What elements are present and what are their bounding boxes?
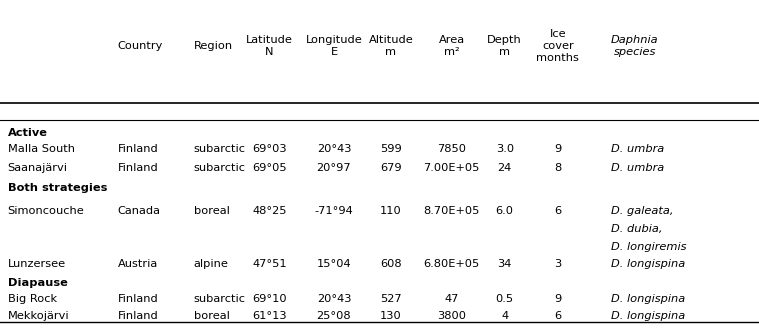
- Text: 8.70E+05: 8.70E+05: [424, 206, 480, 215]
- Text: 48°25: 48°25: [252, 206, 287, 215]
- Text: 130: 130: [380, 311, 402, 320]
- Text: Finland: Finland: [118, 311, 159, 320]
- Text: 69°10: 69°10: [252, 294, 287, 304]
- Text: 20°97: 20°97: [317, 163, 351, 173]
- Text: 34: 34: [498, 259, 512, 269]
- Text: 6.80E+05: 6.80E+05: [424, 259, 480, 269]
- Text: Active: Active: [8, 128, 48, 138]
- Text: Lunzersee: Lunzersee: [8, 259, 66, 269]
- Text: Area
m²: Area m²: [439, 35, 465, 57]
- Text: 20°43: 20°43: [317, 144, 351, 154]
- Text: Country: Country: [118, 41, 163, 51]
- Text: 7850: 7850: [437, 144, 466, 154]
- Text: Latitude
N: Latitude N: [246, 35, 293, 57]
- Text: Diapause: Diapause: [8, 278, 68, 288]
- Text: alpine: alpine: [194, 259, 228, 269]
- Text: 47°51: 47°51: [252, 259, 287, 269]
- Text: 15°04: 15°04: [317, 259, 351, 269]
- Text: 25°08: 25°08: [317, 311, 351, 320]
- Text: subarctic: subarctic: [194, 163, 246, 173]
- Text: Finland: Finland: [118, 294, 159, 304]
- Text: D. longispina: D. longispina: [611, 311, 685, 320]
- Text: 6.0: 6.0: [496, 206, 514, 215]
- Text: 599: 599: [380, 144, 402, 154]
- Text: Ice
cover
months: Ice cover months: [537, 29, 579, 63]
- Text: 7.00E+05: 7.00E+05: [424, 163, 480, 173]
- Text: 24: 24: [498, 163, 512, 173]
- Text: Canada: Canada: [118, 206, 161, 215]
- Text: 6: 6: [554, 206, 562, 215]
- Text: 3.0: 3.0: [496, 144, 514, 154]
- Text: Altitude
m: Altitude m: [369, 35, 413, 57]
- Text: 4: 4: [501, 311, 509, 320]
- Text: Region: Region: [194, 41, 233, 51]
- Text: D. longiremis: D. longiremis: [611, 242, 686, 252]
- Text: 8: 8: [554, 163, 562, 173]
- Text: D. umbra: D. umbra: [611, 163, 664, 173]
- Text: 47: 47: [445, 294, 458, 304]
- Text: D. umbra: D. umbra: [611, 144, 664, 154]
- Text: Mekkojärvi: Mekkojärvi: [8, 311, 69, 320]
- Text: 61°13: 61°13: [252, 311, 287, 320]
- Text: D. dubia,: D. dubia,: [611, 224, 663, 234]
- Text: Saanajärvi: Saanajärvi: [8, 163, 68, 173]
- Text: Daphnia
species: Daphnia species: [611, 35, 659, 57]
- Text: 20°43: 20°43: [317, 294, 351, 304]
- Text: Both strategies: Both strategies: [8, 183, 107, 193]
- Text: Finland: Finland: [118, 144, 159, 154]
- Text: boreal: boreal: [194, 311, 229, 320]
- Text: Big Rock: Big Rock: [8, 294, 57, 304]
- Text: 6: 6: [554, 311, 562, 320]
- Text: 110: 110: [380, 206, 402, 215]
- Text: Depth
m: Depth m: [487, 35, 522, 57]
- Text: -71°94: -71°94: [314, 206, 354, 215]
- Text: 3800: 3800: [437, 311, 466, 320]
- Text: Simoncouche: Simoncouche: [8, 206, 84, 215]
- Text: Malla South: Malla South: [8, 144, 74, 154]
- Text: Longitude
E: Longitude E: [306, 35, 362, 57]
- Text: 679: 679: [380, 163, 402, 173]
- Text: D. galeata,: D. galeata,: [611, 206, 673, 215]
- Text: 69°03: 69°03: [252, 144, 287, 154]
- Text: Finland: Finland: [118, 163, 159, 173]
- Text: Austria: Austria: [118, 259, 158, 269]
- Text: 3: 3: [554, 259, 562, 269]
- Text: subarctic: subarctic: [194, 144, 246, 154]
- Text: 608: 608: [380, 259, 402, 269]
- Text: 69°05: 69°05: [252, 163, 287, 173]
- Text: 9: 9: [554, 144, 562, 154]
- Text: D. longispina: D. longispina: [611, 259, 685, 269]
- Text: subarctic: subarctic: [194, 294, 246, 304]
- Text: 9: 9: [554, 294, 562, 304]
- Text: boreal: boreal: [194, 206, 229, 215]
- Text: 527: 527: [380, 294, 402, 304]
- Text: 0.5: 0.5: [496, 294, 514, 304]
- Text: D. longispina: D. longispina: [611, 294, 685, 304]
